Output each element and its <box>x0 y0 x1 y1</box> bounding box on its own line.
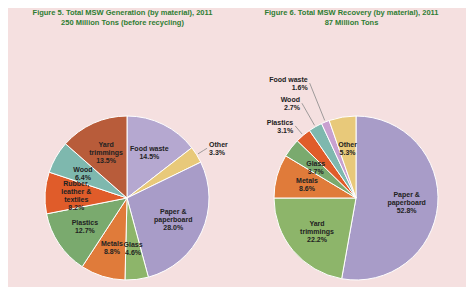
svg-text:Paper &paperboard52.8%: Paper &paperboard52.8% <box>387 191 426 214</box>
svg-text:Yardtrimmings13.5%: Yardtrimmings13.5% <box>89 140 123 163</box>
svg-text:Glass3.7%: Glass3.7% <box>306 159 325 174</box>
html-text:87 Million Tons: 87 Million Tons <box>324 18 379 27</box>
svg-text:Paper &paperboard28.0%: Paper &paperboard28.0% <box>154 208 193 231</box>
svg-text:Other3.3%: Other3.3% <box>209 141 228 156</box>
svg-text:Rubber,leather &textiles8.2%: Rubber,leather &textiles8.2% <box>61 179 91 210</box>
svg-text:Metals8.6%: Metals8.6% <box>296 177 318 192</box>
svg-text:Food waste1.6%: Food waste1.6% <box>269 76 308 91</box>
svg-text:Glass4.6%: Glass4.6% <box>124 241 143 256</box>
svg-text:Plastics12.7%: Plastics12.7% <box>72 219 99 234</box>
svg-text:Wood6.4%: Wood6.4% <box>73 165 92 180</box>
html-text:250 Million Tons (before recyc: 250 Million Tons (before recycling) <box>61 18 184 27</box>
html-text:Figure 5. Total MSW Generation: Figure 5. Total MSW Generation (by mater… <box>32 8 213 17</box>
html-text:Figure 6. Total MSW Recovery (: Figure 6. Total MSW Recovery (by materia… <box>264 8 439 17</box>
svg-text:Wood2.7%: Wood2.7% <box>281 96 301 111</box>
svg-text:Other5.3%: Other5.3% <box>338 140 357 155</box>
svg-text:Plastics3.1%: Plastics3.1% <box>267 118 294 133</box>
svg-text:Yardtrimmings22.2%: Yardtrimmings22.2% <box>300 219 334 242</box>
svg-text:Metals8.8%: Metals8.8% <box>101 239 123 254</box>
svg-text:Food waste14.5%: Food waste14.5% <box>130 145 169 160</box>
